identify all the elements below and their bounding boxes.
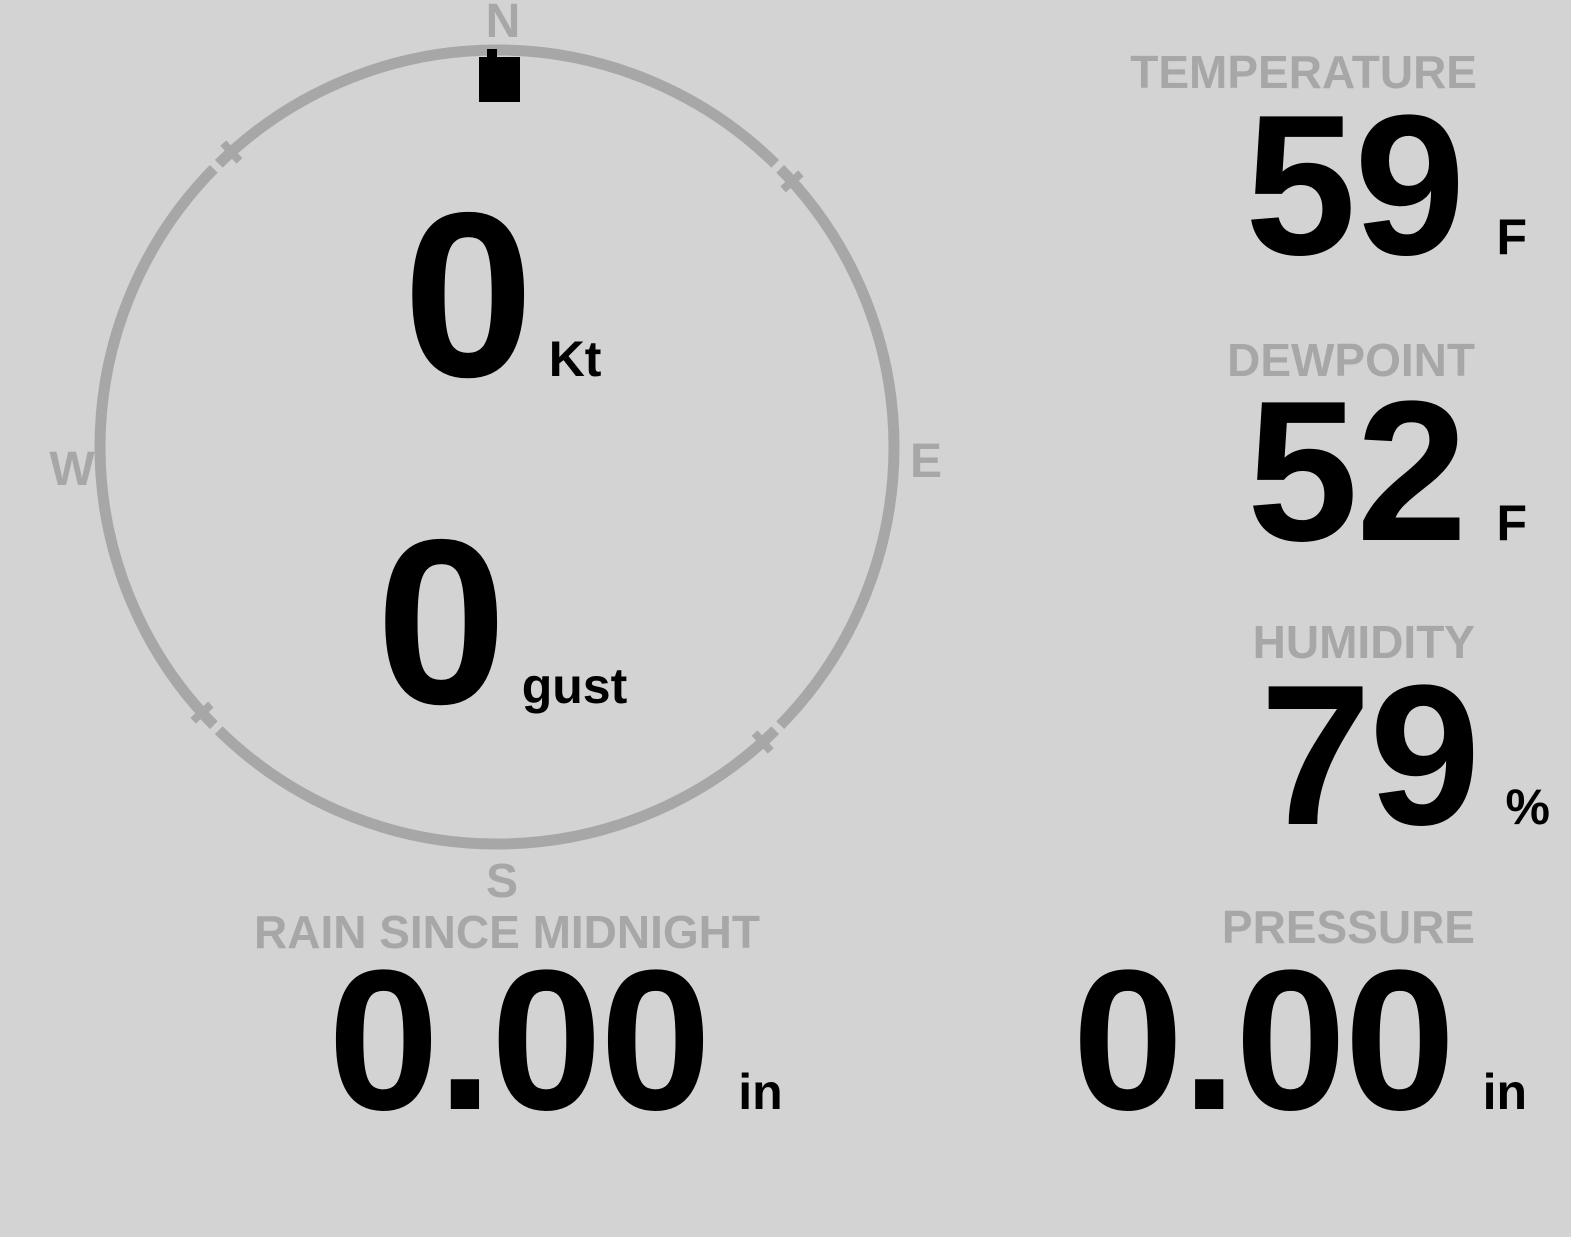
compass-tick-gap-ne <box>766 154 790 178</box>
wind-speed-value: 0 <box>403 163 534 426</box>
wind-gust-reading: 0 gust <box>376 504 627 739</box>
pressure-reading: 0.00 in <box>1072 941 1527 1141</box>
compass-tick-gap-sw <box>204 716 228 740</box>
compass-south-label: S <box>485 855 519 908</box>
humidity-header: HUMIDITY <box>1252 616 1475 668</box>
temperature-value: 59 <box>1244 74 1465 297</box>
compass-west-label: W <box>49 443 95 496</box>
rain-value: 0.00 <box>328 929 711 1152</box>
temperature-header: TEMPERATURE <box>1130 46 1477 98</box>
humidity-value: 79 <box>1260 644 1480 867</box>
compass-tick-nw <box>220 140 243 164</box>
compass-tick-se <box>751 730 774 754</box>
dewpoint-unit: F <box>1496 495 1527 551</box>
humidity-unit: % <box>1505 779 1550 835</box>
temperature-unit: F <box>1496 209 1527 265</box>
rain-header: RAIN SINCE MIDNIGHT <box>254 906 760 958</box>
dewpoint-header: DEWPOINT <box>1227 334 1475 386</box>
wind-gust-unit: gust <box>521 658 628 714</box>
rain-reading: 0.00 in <box>328 941 783 1141</box>
compass-east-label: E <box>909 435 943 488</box>
pressure-unit: in <box>1482 1064 1527 1120</box>
pressure-value: 0.00 <box>1072 929 1455 1152</box>
wind-direction-marker-body <box>479 57 520 102</box>
temperature-reading: 59 F <box>1245 86 1527 286</box>
compass-north-label: N <box>485 0 521 48</box>
wind-speed-reading: 0 Kt <box>403 177 601 412</box>
rain-unit: in <box>738 1064 783 1120</box>
wind-compass-dial <box>94 44 900 850</box>
pressure-header: PRESSURE <box>1221 901 1475 953</box>
compass-tick-ne <box>780 170 804 193</box>
compass-ticks <box>190 140 804 754</box>
wind-direction-marker-tip <box>487 49 497 61</box>
wind-direction-marker <box>479 49 520 102</box>
dewpoint-value: 52 <box>1246 360 1467 583</box>
compass-tick-sw <box>190 701 214 724</box>
dewpoint-reading: 52 F <box>1247 372 1527 572</box>
compass-tick-gap-nw <box>204 154 228 178</box>
humidity-reading: 79 % <box>1260 656 1550 856</box>
wind-gust-value: 0 <box>376 490 507 753</box>
wind-speed-unit: Kt <box>548 331 602 387</box>
compass-tick-gap-se <box>766 716 790 740</box>
